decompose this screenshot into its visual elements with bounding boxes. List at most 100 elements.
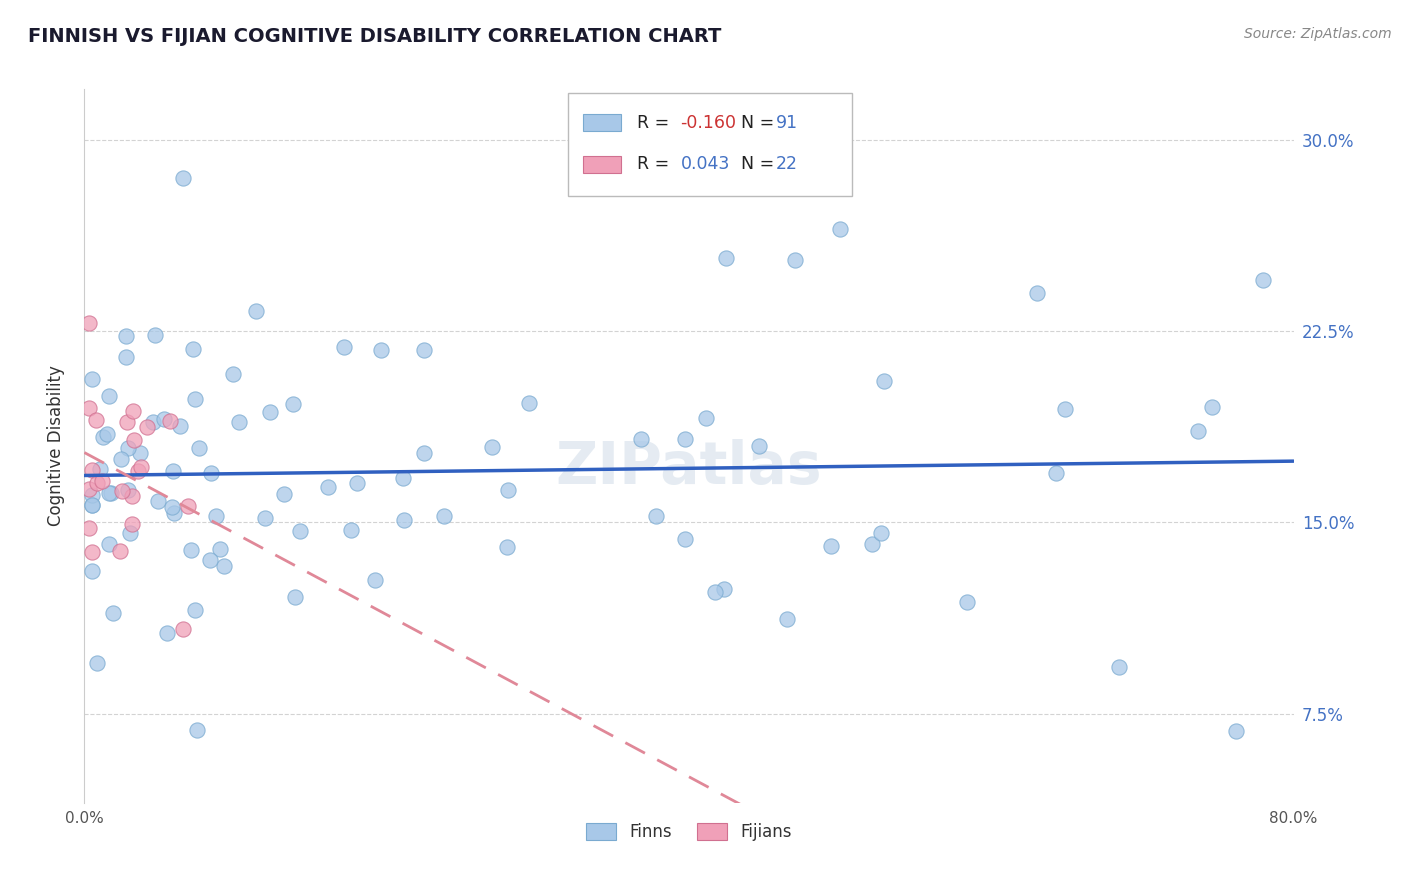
Point [156,626,179,640]
Point [86,475,108,490]
Point [1187,424,1209,438]
Point [127,464,149,478]
Text: 91: 91 [776,114,799,132]
Point [128,445,150,459]
Point [1201,400,1223,414]
Point [80,564,103,578]
Point [340,523,363,537]
Point [96,427,118,442]
Point [172,171,194,186]
Point [80,499,103,513]
Point [111,483,134,498]
Point [77,401,100,416]
Point [200,552,222,566]
Point [273,487,295,501]
Point [187,442,209,456]
Point [200,466,222,480]
Point [110,543,132,558]
Point [333,340,356,354]
Legend: Finns, Fijians: Finns, Fijians [579,816,799,848]
Point [830,222,852,236]
Point [673,533,696,547]
Point [184,603,207,617]
Y-axis label: Cognitive Disability: Cognitive Disability [46,366,65,526]
Point [142,415,165,429]
Point [1108,660,1130,674]
Point [1025,286,1047,301]
Text: 0.043: 0.043 [681,155,730,173]
Point [183,392,205,406]
Point [391,471,413,485]
Point [496,483,519,497]
Text: 22: 22 [776,155,799,173]
Bar [582,155,621,173]
Point [86,656,108,670]
Point [259,405,281,419]
Point [160,500,183,515]
Point [481,440,503,454]
Text: N =: N = [741,155,780,173]
Point [84,413,107,427]
Text: R =: R = [637,155,675,173]
Text: Source: ZipAtlas.com: Source: ZipAtlas.com [1244,27,1392,41]
Point [82,463,104,477]
Point [82,545,104,559]
Point [118,525,141,540]
Point [162,464,184,478]
Point [644,508,666,523]
Point [433,508,456,523]
Point [1053,401,1076,416]
Point [413,343,436,358]
Point [172,623,194,637]
Point [873,375,896,389]
Point [713,582,735,597]
Point [290,524,312,538]
Point [228,415,250,429]
Point [716,252,738,266]
Point [748,439,770,453]
Point [495,540,517,554]
Text: ZIPatlas: ZIPatlas [555,439,823,496]
Point [115,415,138,429]
Point [869,526,891,541]
Point [209,542,232,557]
Text: R =: R = [637,114,675,132]
Point [956,595,979,609]
Point [91,430,114,444]
Point [146,493,169,508]
Point [180,543,202,558]
Point [1253,273,1275,287]
Point [673,432,696,446]
Point [159,414,181,428]
Point [143,327,166,342]
Point [135,419,157,434]
Point [121,517,143,532]
Text: FINNISH VS FIJIAN COGNITIVE DISABILITY CORRELATION CHART: FINNISH VS FIJIAN COGNITIVE DISABILITY C… [28,27,721,45]
Point [212,558,235,573]
Point [77,483,100,497]
Point [110,451,132,466]
Point [163,506,186,520]
Point [245,304,267,318]
Point [103,606,125,620]
Point [129,459,152,474]
Point [97,389,120,403]
Point [860,537,883,551]
Point [204,509,226,524]
Point [695,411,717,425]
Point [117,483,139,497]
Point [97,537,120,551]
Point [283,397,305,411]
Text: -0.160: -0.160 [681,114,737,132]
Point [1045,466,1067,480]
Point [122,433,145,447]
Bar [582,114,621,131]
Point [80,372,103,386]
Point [316,480,339,494]
Point [284,591,307,605]
Point [77,316,100,330]
Point [169,418,191,433]
Point [82,498,104,512]
Text: N =: N = [741,114,780,132]
Point [77,521,100,535]
